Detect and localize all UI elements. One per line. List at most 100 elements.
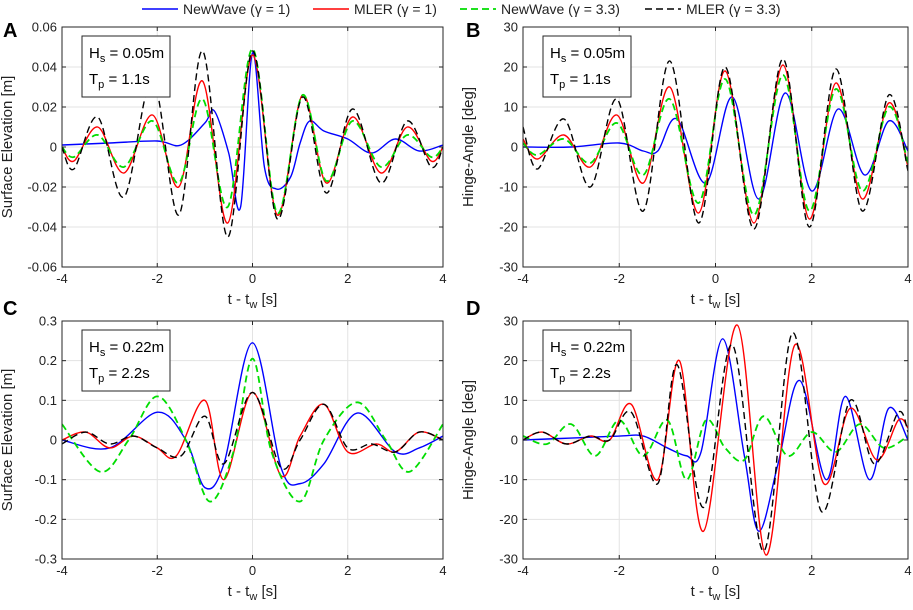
annotation-hs: Hs = 0.22m bbox=[89, 339, 164, 359]
y-tick-label: 0.02 bbox=[32, 100, 57, 115]
y-tick-label: -0.3 bbox=[35, 552, 57, 567]
x-axis-label: t - tw [s] bbox=[691, 291, 741, 311]
x-axis-label-tail: [s] bbox=[257, 291, 277, 308]
x-axis-label: t - tw [s] bbox=[228, 583, 278, 603]
y-tick-label: 0.3 bbox=[39, 314, 57, 329]
y-tick-label: -0.02 bbox=[27, 180, 57, 195]
y-tick-label: 0.06 bbox=[32, 20, 57, 35]
y-tick-label: 10 bbox=[504, 100, 518, 115]
series-line-4 bbox=[62, 50, 443, 238]
y-tick-label: 0.1 bbox=[39, 393, 57, 408]
y-tick-label: 20 bbox=[504, 60, 518, 75]
y-tick-label: -10 bbox=[499, 180, 518, 195]
annotation-tp-sub: p bbox=[98, 79, 104, 91]
annotation-hs-val: = 0.05m bbox=[566, 45, 625, 62]
y-tick-label: -0.1 bbox=[35, 472, 57, 487]
annotation-tp: Tp = 2.2s bbox=[89, 365, 150, 385]
x-tick-label: 2 bbox=[808, 271, 815, 286]
legend-item-mler-g33: MLER (γ = 3.3) bbox=[645, 1, 781, 17]
annotation-hs-val: = 0.05m bbox=[105, 45, 164, 62]
annotation-tp-sub: p bbox=[98, 373, 104, 385]
panel-letter: D bbox=[466, 298, 480, 320]
y-tick-label: 20 bbox=[504, 353, 518, 368]
y-tick-label: -30 bbox=[499, 552, 518, 567]
y-axis-label: Hinge-Angle [deg] bbox=[460, 87, 477, 207]
annotation-hs-main: H bbox=[550, 339, 561, 356]
series-line-3 bbox=[62, 48, 443, 214]
y-tick-label: 0.2 bbox=[39, 353, 57, 368]
annotation-tp-main: T bbox=[550, 365, 559, 382]
panel-a: -4 -2 0 2 4 -0.06 -0.04 -0.02 0 0.02 0.04 0.06 t - t… bbox=[0, 20, 447, 312]
y-tick-label: 30 bbox=[504, 20, 518, 35]
x-tick-label: -4 bbox=[56, 563, 68, 578]
y-tick-label: -30 bbox=[499, 260, 518, 275]
x-axis-label: t - tw [s] bbox=[228, 291, 278, 311]
series-line-4 bbox=[62, 391, 443, 470]
x-axis-label: t - tw [s] bbox=[691, 583, 741, 603]
x-axis-label-main: t - t bbox=[691, 583, 713, 600]
x-tick-label: -2 bbox=[151, 563, 163, 578]
annotation-tp-val: = 2.2s bbox=[565, 365, 610, 382]
x-tick-label: -4 bbox=[56, 271, 68, 286]
y-tick-label: -10 bbox=[499, 472, 518, 487]
y-tick-label: -0.06 bbox=[27, 260, 57, 275]
annotation-hs-sub: s bbox=[561, 347, 567, 359]
y-tick-label: -0.2 bbox=[35, 512, 57, 527]
legend-item-mler-g1: MLER (γ = 1) bbox=[313, 1, 437, 17]
legend-item-newwave-g1: NewWave (γ = 1) bbox=[142, 1, 290, 17]
panel-c: -4 -2 0 2 4-0.3-0.2-0.100.10.20.3t - tw [s]S… bbox=[0, 298, 447, 603]
annotation-hs: Hs = 0.22m bbox=[550, 339, 625, 359]
annotation-hs-main: H bbox=[89, 45, 100, 62]
x-axis-label-tail: [s] bbox=[720, 583, 740, 600]
annotation-tp-main: T bbox=[89, 71, 98, 88]
x-tick-label: 4 bbox=[439, 563, 446, 578]
x-axis-label-main: t - t bbox=[691, 291, 713, 308]
x-tick-label: 2 bbox=[344, 271, 351, 286]
x-tick-label: -2 bbox=[151, 271, 163, 286]
annotation-tp-val: = 1.1s bbox=[565, 71, 610, 88]
y-tick-label: 0 bbox=[511, 140, 518, 155]
y-tick-label: 0.04 bbox=[32, 60, 57, 75]
series-line-4 bbox=[523, 332, 908, 552]
x-tick-label: -4 bbox=[517, 563, 529, 578]
y-tick-label: 10 bbox=[504, 393, 518, 408]
series-line-3 bbox=[523, 415, 908, 481]
panel-letter: C bbox=[3, 298, 17, 320]
annotation-box bbox=[542, 329, 632, 392]
legend: NewWave (γ = 1) MLER (γ = 1) NewWave (γ … bbox=[142, 1, 781, 17]
y-tick-label: -20 bbox=[499, 512, 518, 527]
annotation-tp-sub: p bbox=[559, 79, 565, 91]
annotation-hs-val: = 0.22m bbox=[566, 339, 625, 356]
annotation-box bbox=[81, 329, 171, 392]
x-tick-label: -4 bbox=[517, 271, 529, 286]
x-axis-label-tail: [s] bbox=[720, 291, 740, 308]
x-axis-label-sub: w bbox=[711, 299, 720, 311]
annotation-box bbox=[81, 35, 171, 98]
annotation-tp-main: T bbox=[89, 365, 98, 382]
legend-label: NewWave (γ = 3.3) bbox=[501, 1, 620, 17]
x-tick-label: 2 bbox=[344, 563, 351, 578]
y-tick-label: -20 bbox=[499, 220, 518, 235]
annotation-hs-sub: s bbox=[100, 53, 106, 65]
x-tick-label: 0 bbox=[249, 563, 256, 578]
annotation-tp: Tp = 1.1s bbox=[550, 71, 611, 91]
annotation-tp-val: = 2.2s bbox=[104, 365, 149, 382]
x-axis-label-main: t - t bbox=[228, 291, 250, 308]
x-axis-label-tail: [s] bbox=[257, 583, 277, 600]
x-tick-label: 0 bbox=[712, 563, 719, 578]
legend-label: NewWave (γ = 1) bbox=[183, 1, 290, 17]
legend-item-newwave-g33: NewWave (γ = 3.3) bbox=[460, 1, 620, 17]
series-line-1 bbox=[523, 338, 908, 532]
annotation-tp-val: = 1.1s bbox=[104, 71, 149, 88]
y-axis-label: Surface Elevation [m] bbox=[0, 76, 16, 219]
x-tick-label: -2 bbox=[613, 271, 625, 286]
x-tick-label: 4 bbox=[904, 563, 911, 578]
annotation-hs: Hs = 0.05m bbox=[550, 45, 625, 65]
annotation-hs-sub: s bbox=[561, 53, 567, 65]
annotation-hs-main: H bbox=[89, 339, 100, 356]
annotation-tp: Tp = 1.1s bbox=[89, 71, 150, 91]
series-line-3 bbox=[62, 357, 443, 503]
legend-label: MLER (γ = 1) bbox=[354, 1, 437, 17]
x-axis-label-sub: w bbox=[248, 299, 257, 311]
